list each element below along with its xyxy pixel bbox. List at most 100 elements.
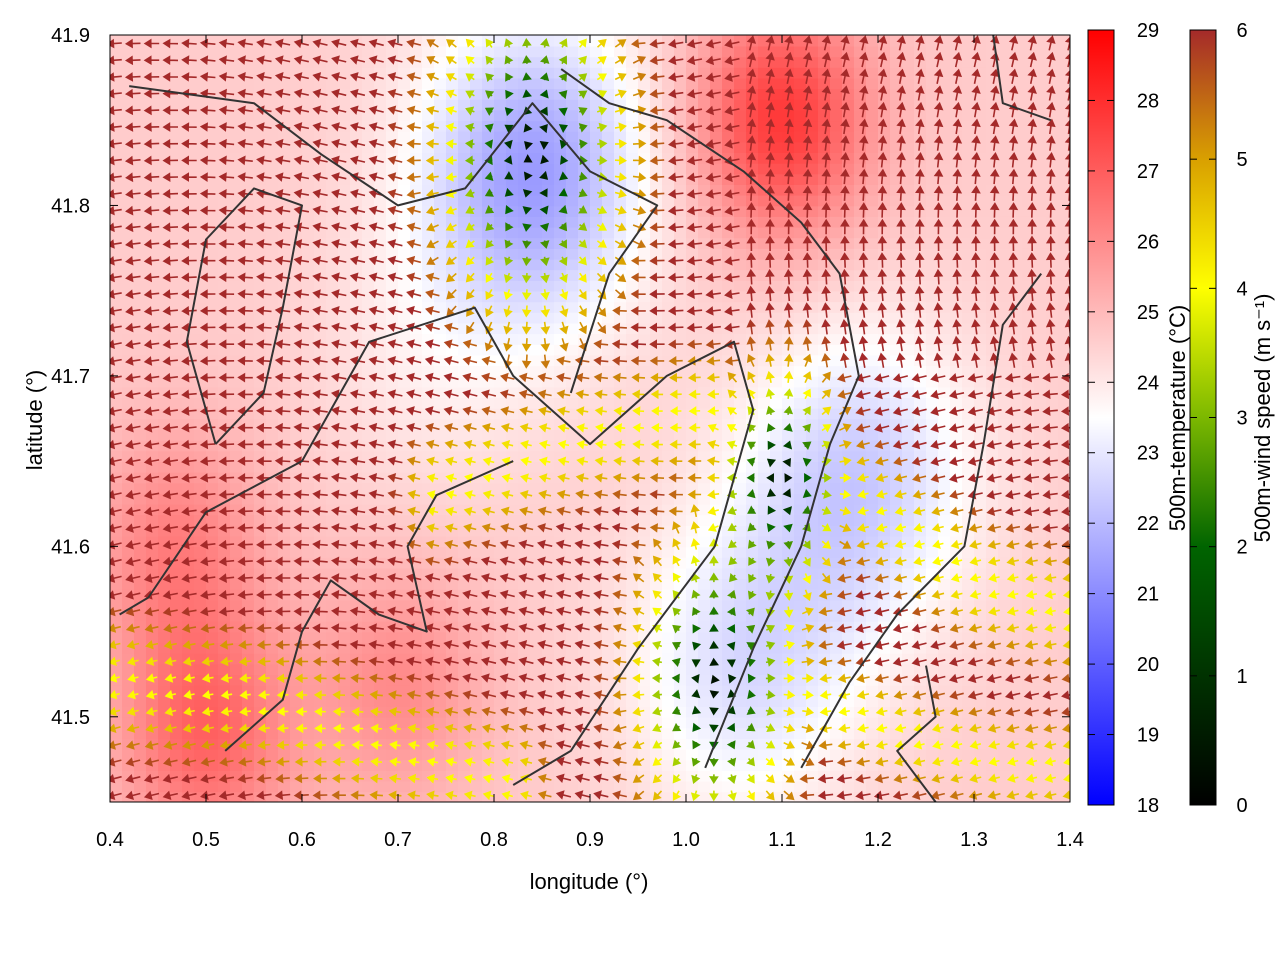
temperature-cell <box>770 130 783 143</box>
temperature-cell <box>146 77 159 90</box>
temperature-cell <box>806 738 819 750</box>
temperature-cell <box>698 450 711 462</box>
temperature-cell <box>602 567 615 580</box>
temperature-cell <box>278 184 291 196</box>
temperature-cell <box>770 439 783 452</box>
temperature-cell <box>602 791 615 802</box>
temperature-cell <box>302 642 315 654</box>
temperature-cell <box>674 322 687 335</box>
temperature-cell <box>542 120 555 132</box>
temperature-cell <box>590 173 603 185</box>
temperature-cell <box>626 67 639 79</box>
temperature-cell <box>566 727 579 739</box>
temperature-cell <box>350 429 363 441</box>
temperature-cell <box>530 578 543 590</box>
temperature-cell <box>770 567 783 580</box>
temperature-cell <box>218 343 231 356</box>
temperature-cell <box>566 418 579 430</box>
temperature-cell <box>110 748 123 761</box>
temperature-cell <box>374 184 387 196</box>
temperature-cell <box>686 706 699 718</box>
temperature-cell <box>170 599 183 612</box>
temperature-cell <box>830 56 843 68</box>
temperature-cell <box>638 674 651 686</box>
temperature-cell <box>794 386 807 398</box>
temperature-cell <box>110 461 123 473</box>
temperature-cell <box>854 333 867 345</box>
temperature-cell <box>314 45 327 58</box>
temperature-cell <box>398 663 411 675</box>
temperature-cell <box>794 109 807 122</box>
temperature-cell <box>602 322 615 335</box>
temperature-cell <box>470 716 483 729</box>
temperature-cell <box>758 663 771 675</box>
temperature-cell <box>722 248 735 260</box>
temperature-cell <box>854 727 867 739</box>
temperature-cell <box>554 67 567 79</box>
temperature-cell <box>902 471 915 484</box>
temperature-cell <box>158 674 171 686</box>
temperature-cell <box>914 748 927 761</box>
temperature-cell <box>902 461 915 473</box>
temperature-cell <box>110 429 123 441</box>
temperature-cell <box>386 216 399 228</box>
temperature-cell <box>446 365 459 377</box>
temperature-cell <box>578 482 591 494</box>
temperature-cell <box>218 610 231 622</box>
temperature-cell <box>698 557 711 569</box>
temperature-cell <box>254 98 267 111</box>
temperature-cell <box>494 429 507 441</box>
temperature-cell <box>482 77 495 90</box>
temperature-cell <box>278 610 291 622</box>
temperature-cell <box>590 791 603 802</box>
temperature-cell <box>758 354 771 367</box>
temperature-cell <box>734 663 747 675</box>
temperature-cell <box>638 535 651 548</box>
temperature-cell <box>350 280 363 292</box>
temperature-cell <box>110 610 123 622</box>
temperature-cell <box>158 67 171 79</box>
temperature-cell <box>866 162 879 175</box>
temperature-cell <box>194 141 207 153</box>
temperature-cell <box>902 45 915 58</box>
temperature-cell <box>614 375 627 388</box>
temperature-cell <box>590 375 603 388</box>
temperature-cell <box>662 407 675 420</box>
temperature-cell <box>434 738 447 750</box>
temperature-cell <box>746 663 759 675</box>
temperature-cell <box>242 663 255 675</box>
temperature-cell <box>434 152 447 164</box>
temperature-cell <box>710 98 723 111</box>
temperature-cell <box>254 535 267 548</box>
temperature-cell <box>902 663 915 675</box>
temperature-cell <box>914 599 927 612</box>
temperature-cell <box>158 748 171 761</box>
temperature-cell <box>470 525 483 537</box>
temperature-cell <box>890 429 903 441</box>
temperature-cell <box>698 620 711 633</box>
temperature-cell <box>662 716 675 729</box>
temperature-cell <box>710 727 723 739</box>
temperature-cell <box>590 258 603 271</box>
temperature-cell <box>146 109 159 122</box>
temperature-cell <box>830 471 843 484</box>
temperature-cell <box>698 695 711 707</box>
temperature-cell <box>830 706 843 718</box>
temperature-cell <box>434 226 447 239</box>
temperature-cell <box>830 162 843 175</box>
temperature-cell <box>146 397 159 409</box>
temperature-cell <box>290 727 303 739</box>
temperature-cell <box>326 429 339 441</box>
temperature-cell <box>710 35 723 47</box>
temperature-cell <box>554 642 567 654</box>
temperature-cell <box>254 226 267 239</box>
temperature-cell <box>122 386 135 398</box>
temperature-cell <box>266 301 279 313</box>
temperature-cell <box>218 599 231 612</box>
temperature-cell <box>134 322 147 335</box>
temperature-cell <box>878 493 891 505</box>
temperature-cell <box>182 429 195 441</box>
temperature-cell <box>722 375 735 388</box>
temperature-cell <box>758 77 771 90</box>
temperature-cell <box>662 130 675 143</box>
